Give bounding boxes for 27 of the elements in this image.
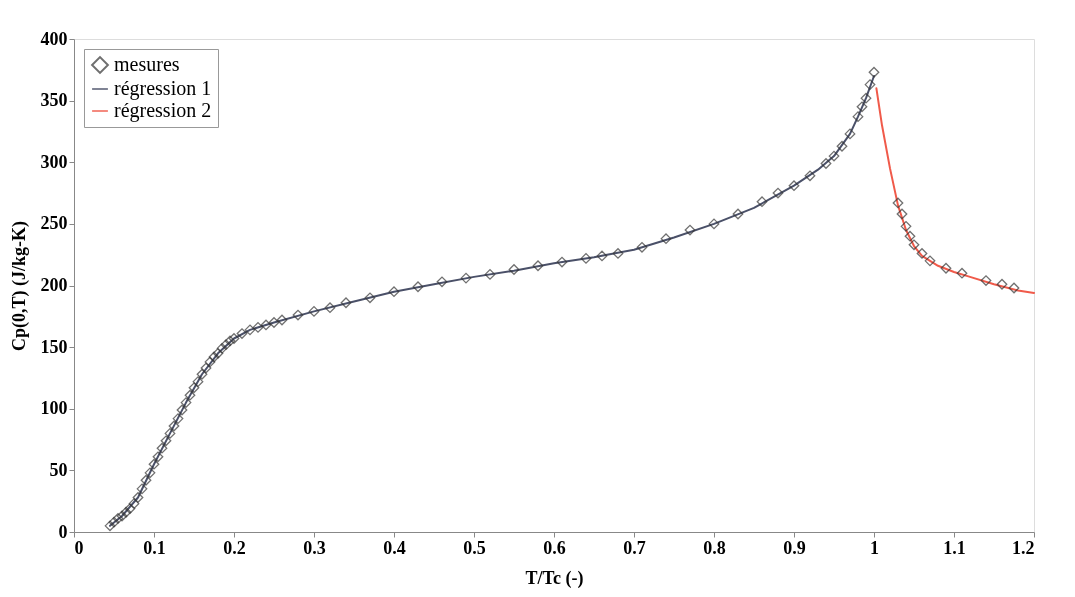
x-tick-label: 0.3 xyxy=(303,537,326,558)
y-tick-label: 150 xyxy=(40,336,68,357)
y-tick-label: 100 xyxy=(40,398,68,419)
y-tick-label: 350 xyxy=(40,90,68,111)
x-tick-label: 1.1 xyxy=(943,537,966,558)
legend-label: mesures xyxy=(114,53,180,75)
x-tick-label: 1.2 xyxy=(1012,537,1035,558)
x-tick-label: 0.7 xyxy=(623,537,646,558)
x-tick-label: 0.5 xyxy=(463,537,486,558)
y-axis-title: Cp(0,T) (J/kg-K) xyxy=(8,221,30,351)
y-tick-label: 0 xyxy=(58,521,68,542)
y-tick-label: 300 xyxy=(40,151,68,172)
x-tick-label: 0.8 xyxy=(703,537,726,558)
x-axis-title: T/Tc (-) xyxy=(525,567,584,589)
legend-label: régression 2 xyxy=(114,99,212,122)
x-tick-label: 0.6 xyxy=(543,537,566,558)
legend-label: régression 1 xyxy=(114,77,212,100)
x-tick-label: 0.2 xyxy=(223,537,246,558)
x-tick-label: 0.4 xyxy=(383,537,406,558)
x-tick-label: 0 xyxy=(74,537,84,558)
y-tick-label: 400 xyxy=(40,28,68,49)
y-tick-label: 250 xyxy=(40,213,68,234)
y-tick-label: 200 xyxy=(40,275,68,295)
x-tick-label: 0.9 xyxy=(783,537,806,558)
x-tick-label: 1 xyxy=(870,537,879,558)
x-tick-label: 0.1 xyxy=(143,537,166,558)
y-tick-label: 50 xyxy=(49,459,68,480)
